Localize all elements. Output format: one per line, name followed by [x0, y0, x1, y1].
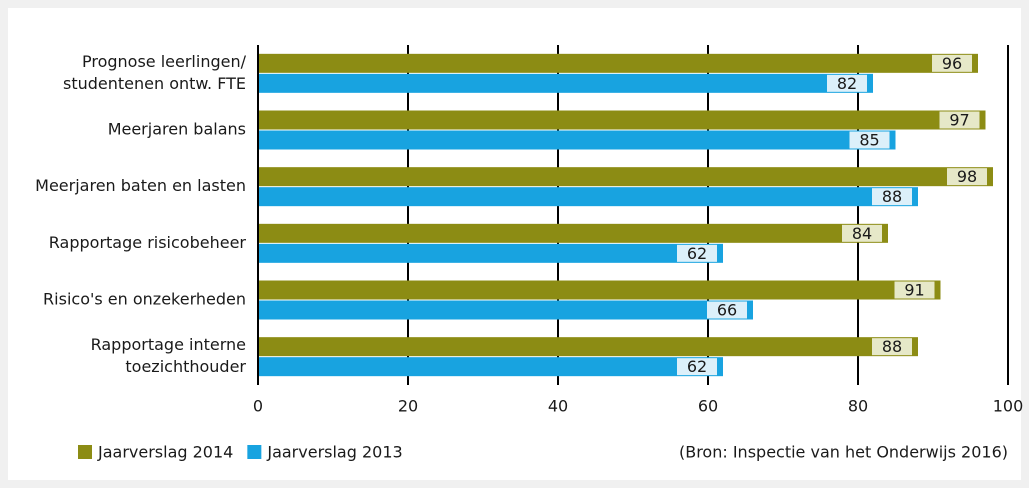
value-label: 91 — [904, 281, 924, 300]
value-label-bg — [677, 244, 717, 262]
bar — [258, 130, 896, 150]
y-tick-label: Risico's en onzekerheden — [43, 290, 246, 309]
value-label: 97 — [949, 111, 969, 130]
bar — [258, 73, 873, 93]
legend-label: Jaarverslag 2013 — [266, 443, 402, 462]
y-tick-label: Meerjaren balans — [108, 120, 246, 139]
value-label: 96 — [942, 54, 962, 73]
x-tick-label: 80 — [848, 397, 868, 416]
value-label: 82 — [837, 74, 857, 93]
value-label-bg — [932, 54, 972, 72]
value-label: 84 — [852, 224, 872, 243]
value-label: 62 — [687, 357, 707, 376]
value-label-bg — [677, 358, 717, 376]
legend-label: Jaarverslag 2014 — [97, 443, 233, 462]
bar — [258, 280, 941, 300]
x-tick-label: 100 — [993, 397, 1024, 416]
value-label-bg — [827, 74, 867, 92]
bar — [258, 243, 723, 263]
legend-swatch — [247, 445, 262, 459]
value-label-bg — [894, 281, 935, 299]
bar — [258, 110, 986, 130]
x-tick-label: 0 — [253, 397, 263, 416]
value-label: 98 — [957, 167, 977, 186]
value-label-bg — [872, 188, 912, 206]
bar — [258, 300, 753, 320]
value-label: 66 — [717, 301, 737, 320]
y-tick-label: studentenen ontw. FTE — [63, 74, 246, 93]
x-tick-label: 40 — [548, 397, 568, 416]
value-label-bg — [707, 301, 747, 319]
y-tick-label: Prognose leerlingen/ — [82, 52, 247, 71]
value-label-bg — [872, 338, 912, 356]
value-label-bg — [842, 224, 882, 242]
bar — [258, 223, 888, 243]
bar — [258, 337, 918, 357]
bar — [258, 167, 993, 187]
value-label: 85 — [859, 131, 879, 150]
bar — [258, 357, 723, 377]
value-label: 88 — [882, 187, 902, 206]
bar — [258, 53, 978, 73]
y-tick-label: toezichthouder — [125, 357, 246, 376]
y-tick-label: Rapportage interne — [91, 335, 246, 354]
y-tick-label: Rapportage risicobeheer — [49, 233, 247, 252]
x-tick-label: 20 — [398, 397, 418, 416]
x-tick-label: 60 — [698, 397, 718, 416]
value-label-bg — [849, 131, 890, 149]
bar — [258, 187, 918, 207]
y-tick-label: Meerjaren baten en lasten — [35, 176, 246, 195]
value-label-bg — [947, 168, 987, 186]
value-label: 62 — [687, 244, 707, 263]
value-label: 88 — [882, 337, 902, 356]
legend-swatch — [78, 445, 92, 459]
source: (Bron: Inspectie van het Onderwijs 2016) — [679, 443, 1008, 462]
value-label-bg — [939, 111, 980, 129]
